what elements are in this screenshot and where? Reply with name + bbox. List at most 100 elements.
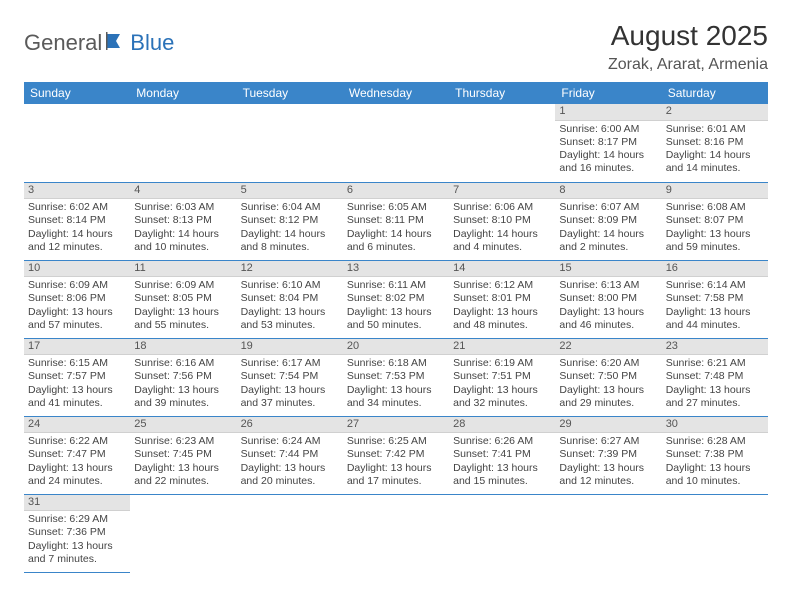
logo-text-blue: Blue <box>130 30 174 56</box>
day-number: 16 <box>662 261 768 278</box>
sunset-text: Sunset: 8:09 PM <box>559 214 657 227</box>
calendar-day: 26Sunrise: 6:24 AMSunset: 7:44 PMDayligh… <box>237 416 343 494</box>
day-number: 23 <box>662 339 768 356</box>
sunset-text: Sunset: 7:48 PM <box>666 370 764 383</box>
daylight-text: Daylight: 13 hours and 44 minutes. <box>666 306 764 332</box>
calendar-table: SundayMondayTuesdayWednesdayThursdayFrid… <box>24 82 768 573</box>
calendar-day <box>130 494 236 572</box>
weekday-header-row: SundayMondayTuesdayWednesdayThursdayFrid… <box>24 82 768 104</box>
calendar-day: 27Sunrise: 6:25 AMSunset: 7:42 PMDayligh… <box>343 416 449 494</box>
daylight-text: Daylight: 13 hours and 55 minutes. <box>134 306 232 332</box>
calendar-day: 4Sunrise: 6:03 AMSunset: 8:13 PMDaylight… <box>130 182 236 260</box>
day-number: 25 <box>130 417 236 434</box>
sunrise-text: Sunrise: 6:03 AM <box>134 201 232 214</box>
sunset-text: Sunset: 7:36 PM <box>28 526 126 539</box>
sunrise-text: Sunrise: 6:23 AM <box>134 435 232 448</box>
day-number: 3 <box>24 183 130 200</box>
sunrise-text: Sunrise: 6:28 AM <box>666 435 764 448</box>
sunset-text: Sunset: 8:14 PM <box>28 214 126 227</box>
calendar-day: 2Sunrise: 6:01 AMSunset: 8:16 PMDaylight… <box>662 104 768 182</box>
sunset-text: Sunset: 7:44 PM <box>241 448 339 461</box>
sunrise-text: Sunrise: 6:00 AM <box>559 123 657 136</box>
calendar-day: 13Sunrise: 6:11 AMSunset: 8:02 PMDayligh… <box>343 260 449 338</box>
day-number: 30 <box>662 417 768 434</box>
calendar-week: 10Sunrise: 6:09 AMSunset: 8:06 PMDayligh… <box>24 260 768 338</box>
day-number: 27 <box>343 417 449 434</box>
daylight-text: Daylight: 13 hours and 22 minutes. <box>134 462 232 488</box>
calendar-day: 28Sunrise: 6:26 AMSunset: 7:41 PMDayligh… <box>449 416 555 494</box>
sunrise-text: Sunrise: 6:21 AM <box>666 357 764 370</box>
sunrise-text: Sunrise: 6:01 AM <box>666 123 764 136</box>
day-number: 28 <box>449 417 555 434</box>
title-block: August 2025 Zorak, Ararat, Armenia <box>608 20 768 74</box>
day-number: 12 <box>237 261 343 278</box>
sunset-text: Sunset: 7:50 PM <box>559 370 657 383</box>
day-number: 5 <box>237 183 343 200</box>
daylight-text: Daylight: 14 hours and 10 minutes. <box>134 228 232 254</box>
calendar-day: 20Sunrise: 6:18 AMSunset: 7:53 PMDayligh… <box>343 338 449 416</box>
sunrise-text: Sunrise: 6:27 AM <box>559 435 657 448</box>
calendar-day <box>24 104 130 182</box>
daylight-text: Daylight: 13 hours and 24 minutes. <box>28 462 126 488</box>
calendar-day <box>237 494 343 572</box>
sunrise-text: Sunrise: 6:14 AM <box>666 279 764 292</box>
calendar-day: 11Sunrise: 6:09 AMSunset: 8:05 PMDayligh… <box>130 260 236 338</box>
sunset-text: Sunset: 7:54 PM <box>241 370 339 383</box>
daylight-text: Daylight: 13 hours and 41 minutes. <box>28 384 126 410</box>
daylight-text: Daylight: 14 hours and 16 minutes. <box>559 149 657 175</box>
daylight-text: Daylight: 13 hours and 29 minutes. <box>559 384 657 410</box>
day-number: 15 <box>555 261 661 278</box>
sunrise-text: Sunrise: 6:09 AM <box>134 279 232 292</box>
sunrise-text: Sunrise: 6:05 AM <box>347 201 445 214</box>
sunrise-text: Sunrise: 6:13 AM <box>559 279 657 292</box>
weekday-header: Tuesday <box>237 82 343 104</box>
daylight-text: Daylight: 13 hours and 34 minutes. <box>347 384 445 410</box>
calendar-day <box>555 494 661 572</box>
calendar-day: 16Sunrise: 6:14 AMSunset: 7:58 PMDayligh… <box>662 260 768 338</box>
flag-icon <box>106 32 128 55</box>
day-number: 24 <box>24 417 130 434</box>
weekday-header: Wednesday <box>343 82 449 104</box>
calendar-day <box>449 104 555 182</box>
sunset-text: Sunset: 8:17 PM <box>559 136 657 149</box>
sunrise-text: Sunrise: 6:15 AM <box>28 357 126 370</box>
calendar-day: 15Sunrise: 6:13 AMSunset: 8:00 PMDayligh… <box>555 260 661 338</box>
calendar-week: 24Sunrise: 6:22 AMSunset: 7:47 PMDayligh… <box>24 416 768 494</box>
calendar-day: 12Sunrise: 6:10 AMSunset: 8:04 PMDayligh… <box>237 260 343 338</box>
daylight-text: Daylight: 13 hours and 27 minutes. <box>666 384 764 410</box>
day-number: 31 <box>24 495 130 512</box>
sunset-text: Sunset: 7:42 PM <box>347 448 445 461</box>
sunrise-text: Sunrise: 6:11 AM <box>347 279 445 292</box>
calendar-week: 1Sunrise: 6:00 AMSunset: 8:17 PMDaylight… <box>24 104 768 182</box>
daylight-text: Daylight: 14 hours and 2 minutes. <box>559 228 657 254</box>
sunset-text: Sunset: 8:02 PM <box>347 292 445 305</box>
sunset-text: Sunset: 7:53 PM <box>347 370 445 383</box>
sunrise-text: Sunrise: 6:18 AM <box>347 357 445 370</box>
calendar-day: 6Sunrise: 6:05 AMSunset: 8:11 PMDaylight… <box>343 182 449 260</box>
day-number: 4 <box>130 183 236 200</box>
sunset-text: Sunset: 7:51 PM <box>453 370 551 383</box>
sunset-text: Sunset: 8:04 PM <box>241 292 339 305</box>
day-number: 20 <box>343 339 449 356</box>
calendar-day: 31Sunrise: 6:29 AMSunset: 7:36 PMDayligh… <box>24 494 130 572</box>
day-number: 19 <box>237 339 343 356</box>
daylight-text: Daylight: 13 hours and 12 minutes. <box>559 462 657 488</box>
sunset-text: Sunset: 8:01 PM <box>453 292 551 305</box>
calendar-day <box>449 494 555 572</box>
sunrise-text: Sunrise: 6:22 AM <box>28 435 126 448</box>
header: General Blue August 2025 Zorak, Ararat, … <box>24 20 768 74</box>
sunset-text: Sunset: 7:57 PM <box>28 370 126 383</box>
daylight-text: Daylight: 13 hours and 57 minutes. <box>28 306 126 332</box>
sunset-text: Sunset: 7:38 PM <box>666 448 764 461</box>
daylight-text: Daylight: 13 hours and 48 minutes. <box>453 306 551 332</box>
calendar-day: 14Sunrise: 6:12 AMSunset: 8:01 PMDayligh… <box>449 260 555 338</box>
calendar-day <box>130 104 236 182</box>
sunrise-text: Sunrise: 6:12 AM <box>453 279 551 292</box>
weekday-header: Monday <box>130 82 236 104</box>
daylight-text: Daylight: 13 hours and 20 minutes. <box>241 462 339 488</box>
sunset-text: Sunset: 8:12 PM <box>241 214 339 227</box>
month-title: August 2025 <box>608 20 768 52</box>
day-number: 9 <box>662 183 768 200</box>
weekday-header: Sunday <box>24 82 130 104</box>
calendar-week: 3Sunrise: 6:02 AMSunset: 8:14 PMDaylight… <box>24 182 768 260</box>
